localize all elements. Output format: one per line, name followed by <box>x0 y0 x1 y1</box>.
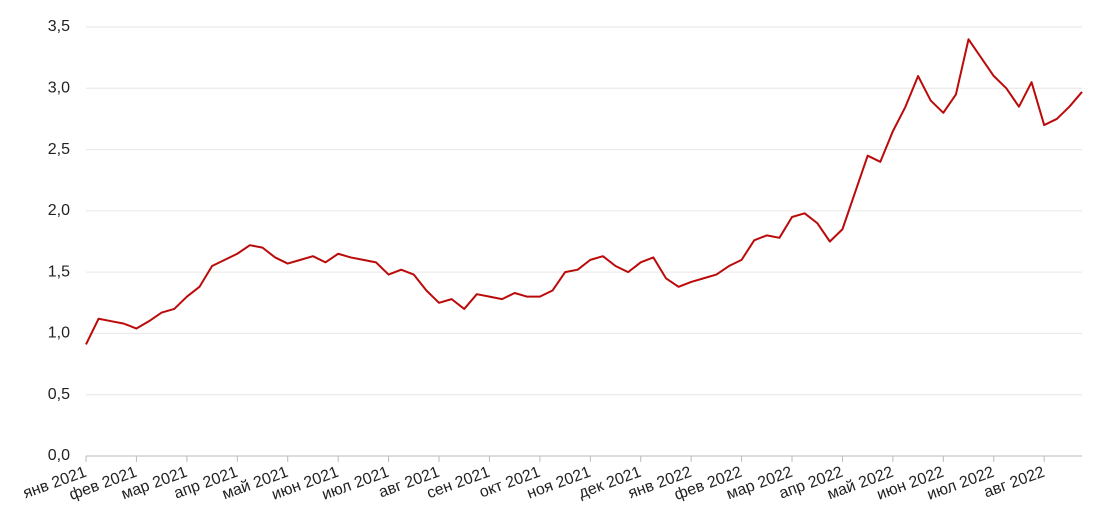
line <box>85 38 1083 345</box>
y-tick-label: 2,0 <box>48 202 70 219</box>
y-tick-label: 1,5 <box>48 263 70 280</box>
y-tick-label: 3,0 <box>48 80 70 97</box>
y-tick-label: 3,5 <box>48 18 70 35</box>
y-tick-label: 1,0 <box>48 325 70 342</box>
y-tick-label: 2,5 <box>48 141 70 158</box>
y-tick-label: 0,0 <box>48 447 70 464</box>
y-tick-label: 0,5 <box>48 386 70 403</box>
